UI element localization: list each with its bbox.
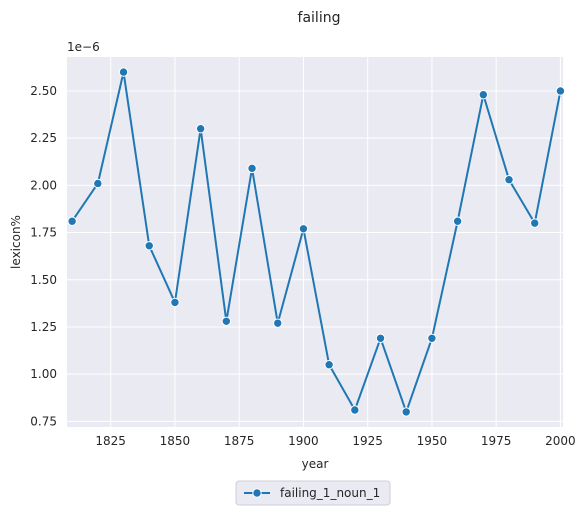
legend: failing_1_noun_1 bbox=[235, 480, 391, 506]
y-tick-label: 0.75 bbox=[30, 414, 57, 428]
series-group bbox=[67, 67, 566, 417]
series-point bbox=[530, 218, 540, 228]
y-tick-label: 2.00 bbox=[30, 178, 57, 192]
axis-ticks: 1825 1850 1875 1900 1925 1950 1975 2000 0.75 1.00… bbox=[30, 84, 575, 448]
x-tick-label: 1925 bbox=[352, 434, 383, 448]
legend-series-marker bbox=[252, 488, 262, 498]
series-point bbox=[247, 163, 257, 174]
y-tick-label: 1.25 bbox=[30, 320, 57, 334]
x-tick-label: 1975 bbox=[481, 434, 512, 448]
series-point bbox=[427, 333, 437, 343]
y-tick-label: 1.00 bbox=[30, 367, 57, 381]
y-axis-label: lexicon% bbox=[9, 215, 23, 269]
series-point bbox=[478, 90, 489, 100]
x-axis-label: year bbox=[302, 457, 329, 471]
y-tick-label: 2.50 bbox=[30, 84, 57, 98]
series-point bbox=[67, 216, 77, 226]
legend-box bbox=[235, 480, 391, 506]
series-point bbox=[298, 224, 309, 234]
series-point bbox=[221, 316, 232, 326]
y-tick-label: 2.25 bbox=[30, 131, 57, 145]
series-point bbox=[401, 407, 411, 417]
series-point bbox=[144, 241, 154, 251]
x-tick-label: 1825 bbox=[95, 434, 126, 448]
x-tick-label: 1950 bbox=[417, 434, 448, 448]
series-line bbox=[71, 71, 562, 413]
series-point bbox=[93, 178, 103, 189]
y-axis-offset-label: 1e−6 bbox=[67, 40, 100, 54]
x-tick-label: 1875 bbox=[224, 434, 255, 448]
chart-title: failing bbox=[298, 10, 341, 26]
y-tick-label: 1.75 bbox=[30, 226, 57, 240]
series-point bbox=[555, 86, 566, 96]
y-tick-label: 1.50 bbox=[30, 273, 57, 287]
series-point bbox=[375, 333, 386, 343]
x-tick-label: 1850 bbox=[160, 434, 191, 448]
series-point bbox=[324, 360, 334, 370]
series-point bbox=[452, 216, 463, 226]
series-point bbox=[118, 67, 129, 77]
x-tick-label: 1900 bbox=[288, 434, 319, 448]
legend-label: failing_1_noun_1 bbox=[280, 486, 380, 500]
series-point bbox=[273, 318, 283, 328]
series-point bbox=[504, 175, 514, 185]
series-point bbox=[170, 297, 180, 308]
series-point bbox=[350, 405, 360, 415]
x-tick-label: 2000 bbox=[545, 434, 576, 448]
grid-lines bbox=[67, 57, 563, 427]
series-point bbox=[195, 124, 206, 134]
